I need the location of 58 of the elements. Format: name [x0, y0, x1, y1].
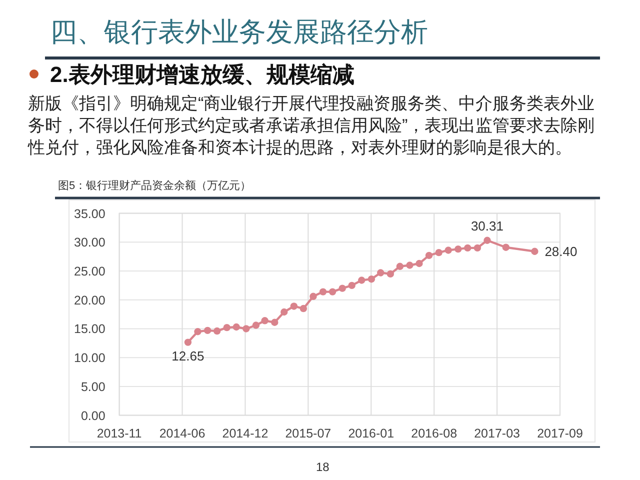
- value-label: 12.65: [172, 348, 204, 364]
- value-label: 28.40: [544, 244, 578, 259]
- point: [531, 248, 538, 255]
- annotation: 图5：银行理财产品资金余额（万亿元）: [58, 178, 252, 193]
- x-tick-label: 2015-07: [285, 426, 332, 440]
- subtitle: 2.表外理财增速放缓、规模缩减: [50, 61, 354, 89]
- y-tick-label: 15.00: [74, 322, 106, 336]
- point: [406, 262, 414, 269]
- title: 四、银行表外业务发展路径分析: [50, 16, 428, 49]
- point: [300, 304, 308, 312]
- point: [416, 260, 423, 268]
- point: [319, 288, 327, 296]
- point: [474, 244, 482, 252]
- x-tick-label: 2017-03: [474, 426, 520, 440]
- point: [454, 245, 462, 253]
- y-tick-label: 5.00: [80, 380, 106, 394]
- y-tick-label: 25.00: [74, 264, 106, 279]
- annotation: 18: [316, 460, 330, 474]
- point: [261, 317, 268, 324]
- x-tick-label: 2016-01: [348, 426, 394, 440]
- point: [396, 262, 404, 270]
- point: [386, 270, 394, 278]
- point: [502, 244, 510, 251]
- point: [435, 248, 442, 256]
- point: [358, 276, 366, 284]
- point: [444, 246, 452, 254]
- point: [368, 275, 376, 283]
- point: [232, 323, 240, 331]
- point: [348, 282, 356, 290]
- point: [271, 318, 278, 326]
- annotation: 新版《指引》明确规定“商业银行开展代理投融资服务类、中介服务类表外业务时，不得以任何形式约定或者承诺承担信用风险”，表现出监管要求去除刚性兑付，强化风险准备和资本计提的思路，对表外理财的影响是很大的。: [28, 92, 596, 158]
- point: [184, 338, 192, 346]
- y-tick-label: 0.00: [80, 408, 106, 423]
- point: [213, 327, 221, 335]
- x-tick-label: 2014-12: [222, 426, 268, 440]
- x-tick-label: 2016-08: [411, 426, 458, 440]
- y-tick-label: 10.00: [74, 351, 106, 366]
- y-tick-label: 20.00: [74, 293, 106, 308]
- point: [484, 236, 491, 244]
- value-label: 30.31: [470, 218, 504, 234]
- y-tick-label: 30.00: [74, 236, 106, 250]
- point: [464, 244, 472, 252]
- x-tick-label: 2017-09: [537, 426, 583, 440]
- point: [280, 308, 288, 316]
- point: [223, 324, 230, 332]
- point: [338, 284, 346, 292]
- point: [310, 292, 317, 300]
- x-tick-label: 2014-06: [159, 426, 206, 440]
- x-tick-label: 2013-11: [96, 426, 142, 440]
- point: [328, 288, 336, 296]
- point: [290, 302, 298, 310]
- point: [377, 269, 384, 276]
- point: [242, 325, 250, 332]
- point: [252, 322, 260, 329]
- point: [204, 326, 212, 334]
- y-tick-label: 35.00: [74, 206, 106, 221]
- point: [425, 252, 433, 260]
- point: [194, 328, 202, 336]
